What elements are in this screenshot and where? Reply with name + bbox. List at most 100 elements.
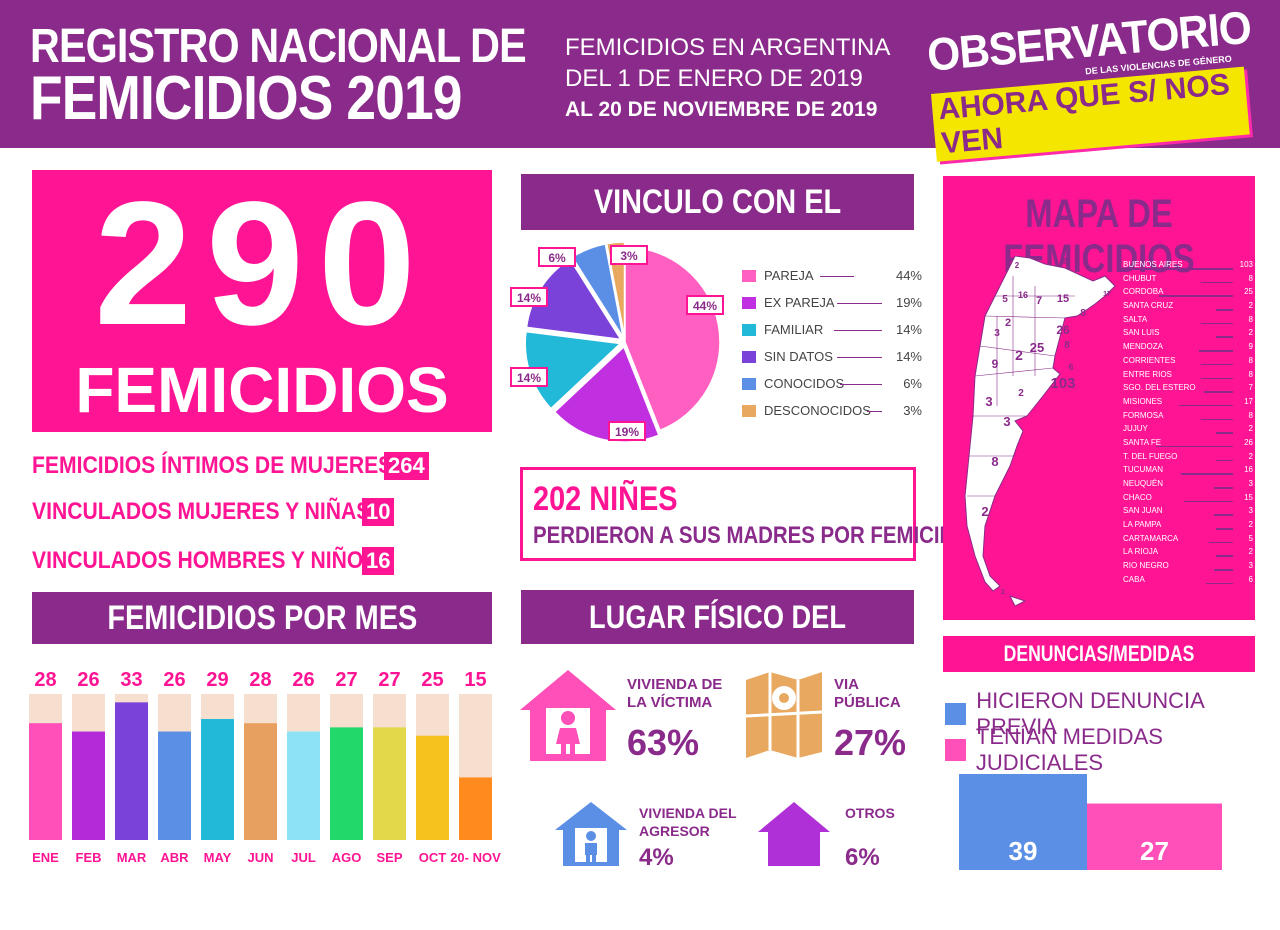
map-pin-icon [745, 672, 823, 758]
bar-value-label: 29 [206, 669, 228, 691]
province-name: SAN LUIS [1123, 328, 1160, 338]
province-bar [1206, 582, 1233, 585]
legend-swatch [742, 377, 756, 390]
category-count: 10 [362, 498, 395, 526]
category-tick-label: MAY [204, 850, 232, 865]
province-name: CARTAMARCA [1123, 533, 1179, 543]
map-region-label: 26 [1056, 323, 1070, 337]
place-pct: 63% [627, 722, 700, 763]
province-name: BUENOS AIRES [1123, 260, 1183, 269]
pie-slice-label: 6% [548, 251, 566, 265]
province-row: CABA 6 [1123, 574, 1253, 588]
house-other-icon [758, 802, 830, 866]
province-row: RIO NEGRO 3 [1123, 560, 1253, 574]
subtitle-line2: DEL 1 DE ENERO DE 2019 [565, 65, 863, 92]
category-tick-label: FEB [76, 850, 102, 865]
province-name: CHACO [1123, 492, 1152, 502]
observatorio-logo: OBSERVATORIO DE LAS VIOLENCIAS DE GÉNERO… [925, 1, 1253, 162]
legal-legend-label: TENÍAN MEDIDAS JUDICIALES [975, 724, 1163, 775]
province-value: 9 [1248, 342, 1253, 352]
map-region-label: 6 [1068, 362, 1073, 372]
legend-swatch [945, 739, 966, 761]
province-bar [1208, 541, 1233, 544]
category-row: VINCULADOS MUJERES Y NIÑAS 10 [32, 498, 417, 526]
category-row: VINCULADOS HOMBRES Y NIÑOS 16 [32, 547, 425, 575]
province-name: JUJUY [1123, 424, 1148, 434]
category-count: 264 [384, 452, 429, 480]
map-region-label: 2 [1001, 589, 1005, 596]
province-value: 26 [1244, 437, 1253, 447]
province-value: 7 [1248, 383, 1253, 393]
bar-value-label: 25 [421, 669, 443, 691]
subtitle: FEMICIDIOS EN ARGENTINA DEL 1 DE ENERO D… [565, 32, 890, 125]
monthly-bar-chart: 28 ENE 26 FEB 33 MAR 26 ABR 29 MAY 28 JUN 26 JUL 27 AGO… [29, 669, 501, 865]
pie-slice-label: 14% [517, 291, 541, 305]
bar [244, 723, 277, 840]
province-bar [1216, 528, 1233, 530]
place-pct: 6% [845, 844, 880, 871]
map-region-label: 2 [1005, 317, 1011, 329]
province-name: SALTA [1123, 314, 1148, 324]
place-label: VIVIENDA DE LA VÍCTIMA [627, 676, 723, 711]
map-region-label: 7 [1036, 295, 1042, 307]
map-region-label: 16 [1018, 290, 1028, 300]
legend-value: 14% [895, 322, 922, 337]
pie-label-box [686, 295, 724, 315]
province-value: 25 [1244, 287, 1253, 297]
legend-leader-line [837, 303, 882, 304]
province-row: CARTAMARCA 5 [1123, 533, 1253, 547]
province-value: 8 [1248, 410, 1253, 420]
province-bar [1203, 391, 1233, 393]
province-name: ENTRE RIOS [1123, 369, 1172, 379]
bar [158, 731, 191, 840]
category-tick-label: 20- NOV [450, 850, 501, 865]
province-name: SGO. DEL ESTERO [1123, 383, 1196, 393]
total-box: 290 FEMICIDIOS [32, 170, 492, 432]
category-tick-label: JUN [247, 850, 273, 865]
title-line2: FEMICIDIOS 2019 [30, 64, 462, 133]
province-value: 3 [1248, 561, 1253, 571]
province-name: RIO NEGRO [1123, 561, 1169, 571]
legend-item: FAMILIAR 14% [742, 316, 922, 343]
bar-value-label: 27 [335, 669, 357, 691]
legend-leader-line [867, 411, 882, 412]
house-aggressor-icon [555, 802, 627, 866]
place-pct: 27% [834, 722, 907, 763]
total-label: FEMICIDIOS [75, 354, 449, 426]
province-row: SALTA 8 [1123, 314, 1253, 328]
legal-legend-1: HICIERON DENUNCIA PREVIA [945, 688, 1280, 740]
province-name: LA RIOJA [1123, 547, 1159, 557]
map-region-label: 8 [1064, 340, 1070, 351]
map-region-label: 8 [1063, 257, 1068, 266]
province-value: 2 [1248, 451, 1253, 461]
subtitle-line1: FEMICIDIOS EN ARGENTINA [565, 34, 891, 61]
legal-legend-2: TENÍAN MEDIDAS JUDICIALES [945, 724, 1280, 776]
map-region-label: 3 [985, 394, 992, 409]
province-name: CABA [1123, 574, 1145, 584]
legend-swatch [742, 296, 756, 309]
category-count: 16 [362, 547, 395, 575]
pie-slice-label: 19% [615, 425, 639, 439]
province-value: 17 [1244, 396, 1253, 406]
legend-swatch [742, 350, 756, 363]
place-label: OTROS [845, 805, 895, 821]
category-tick-label: MAR [117, 850, 147, 865]
province-bar [1201, 418, 1233, 421]
province-name: FORMOSA [1123, 410, 1164, 420]
province-row: ENTRE RIOS 8 [1123, 369, 1253, 383]
province-row: LA RIOJA 2 [1123, 546, 1253, 560]
legal-bar [1087, 803, 1222, 870]
logo-bottom: AHORA QUE S/ NOS VEN [931, 66, 1250, 162]
total-number: 290 [94, 166, 430, 362]
bar [416, 735, 449, 840]
province-value: 16 [1244, 465, 1253, 475]
province-row: NEUQUÉN 3 [1123, 478, 1253, 492]
map-region-label: 103 [1050, 375, 1075, 392]
subtitle-line3: AL 20 DE NOVIEMBRE DE 2019 [565, 98, 878, 121]
map-region-label: 8 [991, 454, 998, 469]
category-tick-label: ABR [160, 850, 189, 865]
category-tick-label: AGO [332, 850, 362, 865]
place-label: VIVIENDA DEL AGRESOR [639, 805, 737, 839]
legend-leader-line [837, 357, 882, 358]
category-label: VINCULADOS MUJERES Y NIÑAS [32, 498, 371, 525]
